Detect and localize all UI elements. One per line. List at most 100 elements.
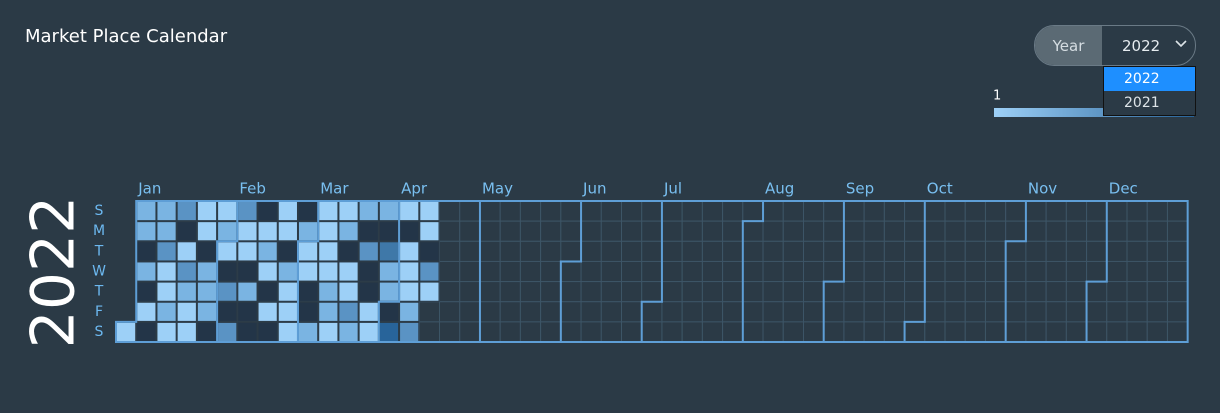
day-value [358, 201, 379, 222]
day-cell [904, 321, 926, 343]
day-cell [823, 240, 845, 262]
day-cell [843, 200, 865, 222]
day-cell [600, 240, 623, 262]
day-cell [1025, 301, 1047, 323]
day-cell [479, 220, 501, 242]
day-cell [560, 301, 582, 323]
day-cell [782, 240, 804, 262]
day-cell [1166, 281, 1189, 303]
day-value [237, 321, 258, 343]
day-cell [439, 240, 461, 262]
day-value [338, 221, 359, 242]
day-cell [1005, 321, 1027, 343]
day-cell [984, 220, 1007, 242]
day-cell [580, 200, 602, 222]
select-label: Year [1035, 26, 1102, 65]
day-cell [883, 220, 906, 242]
day-value [378, 221, 400, 242]
day-cell [904, 220, 926, 242]
day-cell [722, 260, 744, 283]
day-cell [883, 301, 906, 323]
day-value [318, 321, 339, 343]
option[interactable]: 2021 [1124, 95, 1160, 111]
day-cell [742, 220, 764, 242]
day-cell [1106, 281, 1128, 303]
day-cell [802, 240, 825, 262]
select-value[interactable]: 2022 [1122, 36, 1161, 55]
year-outline [115, 200, 1189, 344]
day-cell [621, 301, 643, 323]
day-value [399, 301, 420, 322]
day-value [419, 261, 440, 282]
day-cell [823, 301, 845, 323]
day-cell [944, 240, 966, 262]
day-cell [681, 260, 703, 283]
day-value [176, 261, 197, 282]
day-cell [600, 260, 623, 283]
day-cell [742, 301, 764, 323]
day-value [297, 301, 319, 322]
day-cell [1126, 220, 1148, 242]
day-cell [439, 321, 461, 343]
day-cell [439, 220, 461, 242]
day-cell [1065, 321, 1088, 343]
day-value [277, 221, 298, 242]
day-cell [924, 260, 946, 283]
day-cell [1025, 260, 1047, 283]
day-cell [621, 220, 643, 242]
day-value [237, 261, 258, 282]
day-value [318, 201, 339, 222]
day-value [196, 321, 218, 343]
day-cell [1065, 281, 1088, 303]
month-label: Mar [320, 180, 349, 198]
weekday-label: F [95, 304, 103, 320]
day-cell [964, 301, 986, 323]
day-cell [1025, 200, 1047, 222]
day-cell [661, 281, 683, 303]
day-value [136, 201, 157, 222]
day-value [176, 201, 197, 222]
day-value [378, 321, 400, 343]
day-cell [701, 260, 724, 283]
day-cell [540, 200, 562, 222]
option[interactable]: 2022 [1104, 67, 1195, 91]
day-value [338, 301, 359, 322]
day-value [176, 241, 197, 262]
day-cell [1086, 281, 1108, 303]
day-cell [1166, 240, 1189, 262]
day-cell [863, 200, 885, 222]
day-value [378, 201, 400, 222]
day-value [378, 301, 400, 322]
day-cell [782, 260, 804, 283]
day-cell [479, 200, 501, 222]
day-cell [984, 281, 1007, 303]
day-cell [1005, 281, 1027, 303]
day-cell [661, 240, 683, 262]
day-value [318, 281, 339, 302]
weekday-label: S [95, 324, 104, 340]
year-select[interactable]: Year 2022 [1034, 25, 1196, 66]
day-cell [1106, 321, 1128, 343]
day-cell [964, 240, 986, 262]
day-cell [681, 301, 703, 323]
day-value [136, 281, 157, 302]
month-boundary [1004, 201, 1027, 343]
day-cell [843, 321, 865, 343]
day-cell [701, 321, 724, 343]
day-cell [621, 200, 643, 222]
day-cell [560, 240, 582, 262]
day-value [196, 221, 218, 242]
day-cell [782, 321, 804, 343]
day-cell [1065, 240, 1088, 262]
day-cell [863, 281, 885, 303]
day-cell [641, 200, 663, 222]
day-cell [540, 321, 562, 343]
day-cell [823, 281, 845, 303]
day-cell [924, 301, 946, 323]
day-value [217, 301, 238, 322]
day-cell [823, 200, 845, 222]
day-cell [1065, 220, 1088, 242]
day-cell [762, 240, 784, 262]
day-cell [681, 281, 703, 303]
